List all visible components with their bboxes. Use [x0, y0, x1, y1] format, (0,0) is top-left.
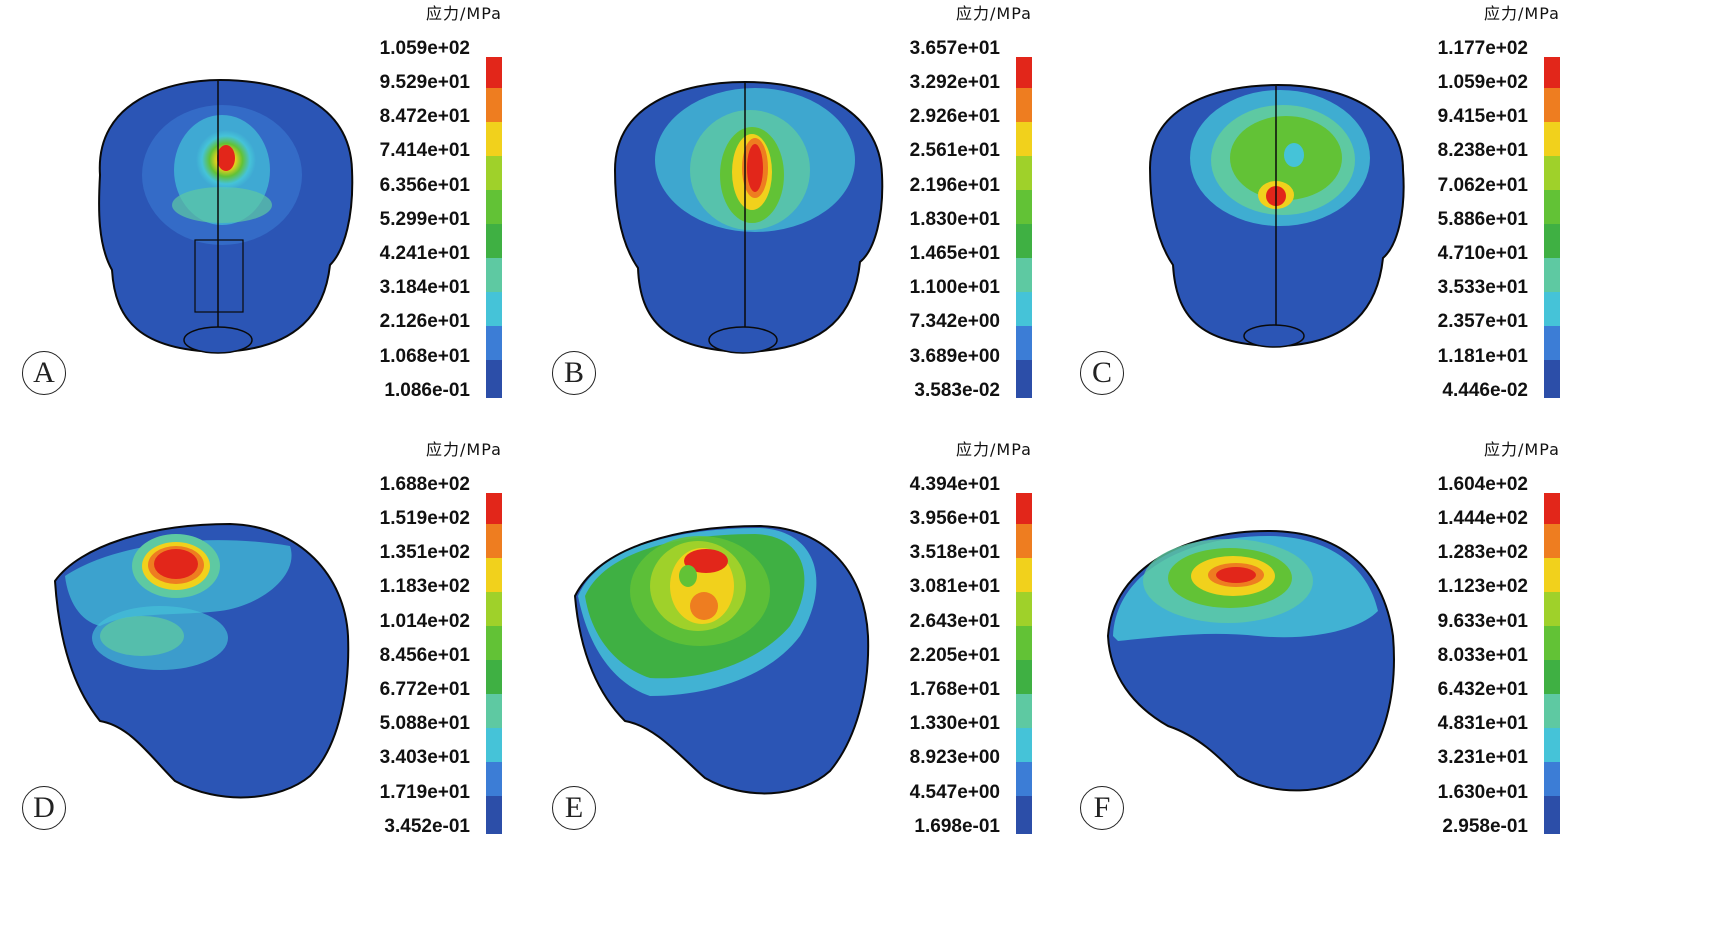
legend-title-f: 应力/MPa — [1484, 440, 1560, 459]
legend-tick: 1.698e-01 — [914, 816, 1000, 837]
legend-tick: 3.583e-02 — [914, 380, 1000, 401]
legend-tick: 2.643e+01 — [909, 611, 1000, 632]
legend-tick: 5.299e+01 — [379, 209, 470, 230]
legend-tick: 1.014e+02 — [379, 611, 470, 632]
color-bar-b — [1016, 57, 1032, 398]
legend-title-c: 应力/MPa — [1484, 4, 1560, 23]
legend-tick: 4.394e+01 — [909, 474, 1000, 495]
legend-tick: 1.181e+01 — [1437, 346, 1528, 367]
skull-front-stress-map-b — [613, 80, 884, 354]
legend-tick: 4.547e+00 — [909, 782, 1000, 803]
legend-tick: 7.414e+01 — [379, 140, 470, 161]
legend-tick: 2.205e+01 — [909, 645, 1000, 666]
legend-tick: 1.768e+01 — [909, 679, 1000, 700]
legend-tick: 1.630e+01 — [1437, 782, 1528, 803]
legend-tick: 3.518e+01 — [909, 542, 1000, 563]
legend-tick: 1.059e+02 — [379, 38, 470, 59]
panel-label-a: A — [22, 351, 66, 395]
legend-tick: 2.561e+01 — [909, 140, 1000, 161]
legend-tick: 1.183e+02 — [379, 576, 470, 597]
legend-tick: 2.126e+01 — [379, 311, 470, 332]
legend-tick: 2.958e-01 — [1442, 816, 1528, 837]
panel-f: F 应力/MPa 1.604e+02 1.444e+02 1.283e+02 1… — [1058, 436, 1634, 904]
legend-tick: 1.519e+02 — [379, 508, 470, 529]
legend-tick: 1.283e+02 — [1437, 542, 1528, 563]
legend-tick: 2.926e+01 — [909, 106, 1000, 127]
legend-title-b: 应力/MPa — [956, 4, 1032, 23]
legend-tick: 3.533e+01 — [1437, 277, 1528, 298]
legend-title-e: 应力/MPa — [956, 440, 1032, 459]
legend-title-d: 应力/MPa — [426, 440, 502, 459]
panel-d: D 应力/MPa 1.688e+02 1.519e+02 1.351e+02 1… — [0, 436, 576, 904]
skull-front-stress-map-c — [1148, 83, 1405, 348]
color-bar-c — [1544, 57, 1560, 398]
panel-label-b: B — [552, 351, 596, 395]
legend-tick: 9.415e+01 — [1437, 106, 1528, 127]
legend-tick: 1.444e+02 — [1437, 508, 1528, 529]
legend-tick: 7.342e+00 — [909, 311, 1000, 332]
skull-side-stress-map-f — [1106, 529, 1395, 792]
skull-front-stress-map-a — [98, 78, 354, 354]
legend-tick: 4.241e+01 — [379, 243, 470, 264]
legend-tick: 2.357e+01 — [1437, 311, 1528, 332]
legend-tick: 1.123e+02 — [1437, 576, 1528, 597]
legend-tick: 1.100e+01 — [909, 277, 1000, 298]
legend-tick: 3.081e+01 — [909, 576, 1000, 597]
legend-tick: 9.529e+01 — [379, 72, 470, 93]
legend-tick: 9.633e+01 — [1437, 611, 1528, 632]
color-bar-d — [486, 493, 502, 834]
panel-e: E 应力/MPa 4.394e+01 3.956e+01 3.518e+01 3… — [530, 436, 1106, 904]
panel-label-e: E — [552, 786, 596, 830]
legend-tick: 8.456e+01 — [379, 645, 470, 666]
legend-tick: 1.465e+01 — [909, 243, 1000, 264]
legend-tick: 3.689e+00 — [909, 346, 1000, 367]
legend-tick: 3.403e+01 — [379, 747, 470, 768]
legend-tick: 1.177e+02 — [1437, 38, 1528, 59]
panel-label-f: F — [1080, 786, 1124, 830]
legend-tick: 6.772e+01 — [379, 679, 470, 700]
panel-label-d: D — [22, 786, 66, 830]
legend-tick: 5.886e+01 — [1437, 209, 1528, 230]
legend-tick: 4.831e+01 — [1437, 713, 1528, 734]
legend-tick: 3.292e+01 — [909, 72, 1000, 93]
legend-tick: 1.719e+01 — [379, 782, 470, 803]
panel-a: A 应力/MPa 1.059e+02 9.529e+01 8.472e+01 7… — [0, 0, 576, 468]
legend-tick: 6.432e+01 — [1437, 679, 1528, 700]
legend-tick: 1.086e-01 — [384, 380, 470, 401]
color-bar-a — [486, 57, 502, 398]
legend-tick: 1.059e+02 — [1437, 72, 1528, 93]
legend-tick: 3.184e+01 — [379, 277, 470, 298]
legend-tick: 4.710e+01 — [1437, 243, 1528, 264]
legend-tick: 1.688e+02 — [379, 474, 470, 495]
legend-tick: 8.238e+01 — [1437, 140, 1528, 161]
legend-tick: 1.068e+01 — [379, 346, 470, 367]
legend-tick: 8.472e+01 — [379, 106, 470, 127]
legend-tick: 7.062e+01 — [1437, 175, 1528, 196]
skull-side-stress-map-d — [53, 522, 350, 799]
legend-tick: 3.452e-01 — [384, 816, 470, 837]
legend-tick: 8.923e+00 — [909, 747, 1000, 768]
legend-tick: 1.351e+02 — [379, 542, 470, 563]
panel-label-c: C — [1080, 351, 1124, 395]
legend-tick: 3.956e+01 — [909, 508, 1000, 529]
legend-tick: 3.657e+01 — [909, 38, 1000, 59]
legend-tick: 1.604e+02 — [1437, 474, 1528, 495]
color-bar-f — [1544, 493, 1560, 834]
legend-tick: 8.033e+01 — [1437, 645, 1528, 666]
legend-tick: 2.196e+01 — [909, 175, 1000, 196]
legend-title-a: 应力/MPa — [426, 4, 502, 23]
panel-c: C 应力/MPa 1.177e+02 1.059e+02 9.415e+01 8… — [1058, 0, 1634, 468]
legend-tick: 6.356e+01 — [379, 175, 470, 196]
legend-tick: 4.446e-02 — [1442, 380, 1528, 401]
legend-tick: 1.830e+01 — [909, 209, 1000, 230]
legend-tick: 3.231e+01 — [1437, 747, 1528, 768]
skull-side-stress-map-e — [573, 524, 870, 795]
legend-tick: 5.088e+01 — [379, 713, 470, 734]
color-bar-e — [1016, 493, 1032, 834]
panel-b: B 应力/MPa 3.657e+01 3.292e+01 2.926e+01 2… — [530, 0, 1106, 468]
legend-tick: 1.330e+01 — [909, 713, 1000, 734]
